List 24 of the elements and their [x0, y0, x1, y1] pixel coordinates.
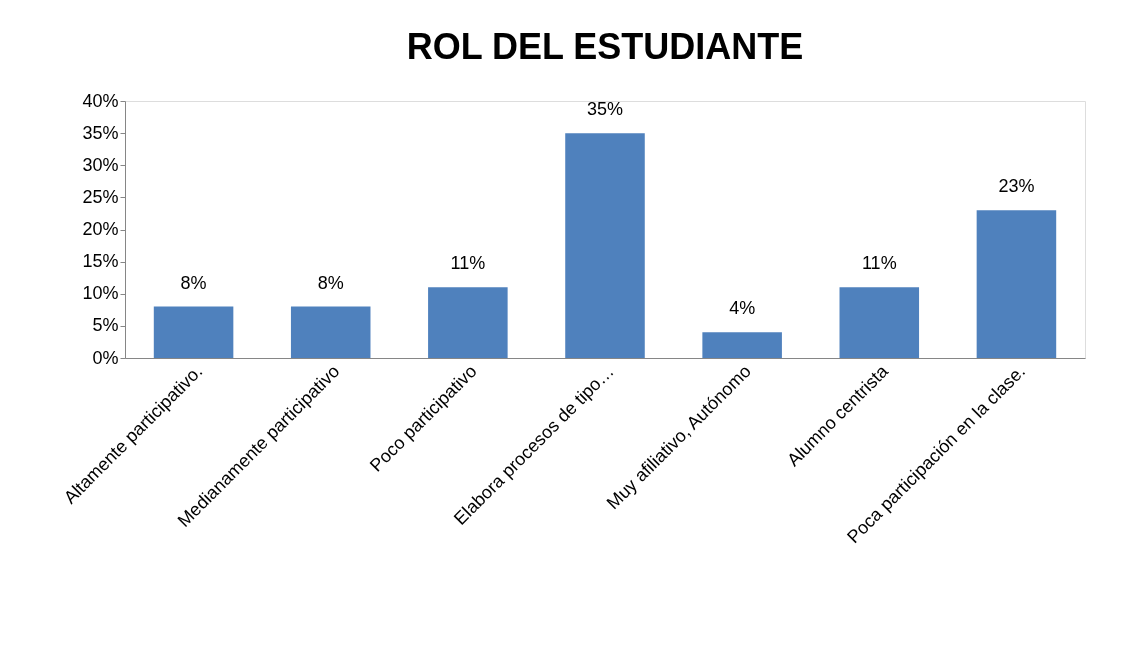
y-tick-label: 25% — [82, 186, 119, 207]
y-tick-label: 20% — [82, 219, 119, 239]
y-tick-label: 0% — [92, 347, 119, 368]
data-label: 8% — [317, 272, 344, 293]
y-tick-label: 40% — [82, 90, 119, 111]
data-label: 23% — [998, 176, 1035, 197]
data-label: 11% — [861, 253, 897, 274]
bar — [976, 210, 1057, 358]
data-label: 4% — [729, 298, 756, 319]
data-label: 8% — [180, 272, 207, 293]
y-tick-label: 35% — [82, 122, 119, 143]
bar — [839, 287, 920, 358]
bar — [428, 287, 508, 358]
data-label: 11% — [450, 253, 486, 274]
bar — [153, 306, 234, 358]
bar — [290, 306, 371, 358]
chart-title: ROL DEL ESTUDIANTE — [406, 26, 804, 67]
y-tick-label: 10% — [82, 283, 119, 304]
y-tick-label: 15% — [82, 251, 119, 272]
y-tick-label: 5% — [92, 315, 119, 336]
data-label: 35% — [586, 99, 624, 120]
y-tick-label: 30% — [82, 154, 119, 175]
bar — [702, 332, 782, 358]
bar — [565, 133, 645, 358]
